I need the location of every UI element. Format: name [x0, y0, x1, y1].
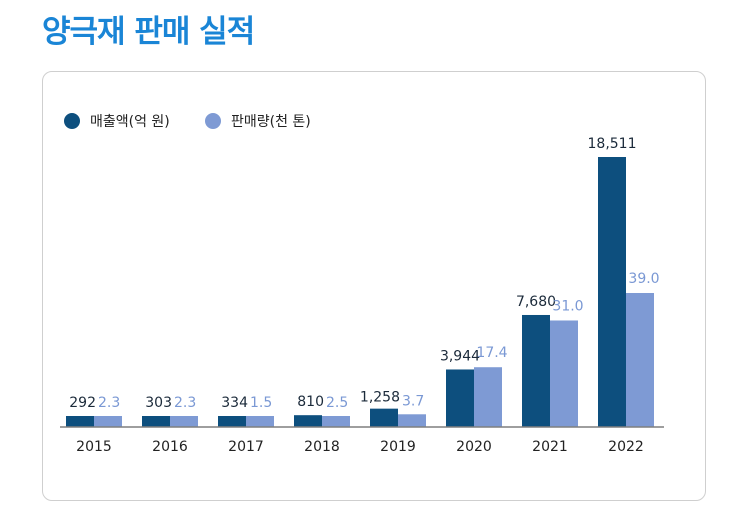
data-labels: 292 2.3 303 2.3 334 1.5 810 2.5 1,258 3.73,94417.…	[69, 136, 659, 411]
x-tick-label-2021: 2021	[532, 439, 568, 455]
data-label-volume-2017: 1.5	[250, 395, 272, 411]
chart-card	[42, 71, 706, 501]
x-tick-label-2019: 2019	[380, 439, 416, 455]
data-label-volume-2021: 31.0	[552, 298, 583, 314]
data-label-volume-2020: 17.4	[476, 345, 507, 361]
data-label-volume-2016: 2.3	[174, 395, 196, 411]
data-label-sales-2018: 810	[297, 394, 324, 410]
x-tick-label-2022: 2022	[608, 439, 644, 455]
legend-label-sales: 매출액(억 원)	[90, 114, 170, 130]
x-tick-label-2018: 2018	[304, 439, 340, 455]
bar-volume-2015	[94, 416, 122, 427]
bar-sales-2019	[370, 408, 398, 427]
data-label-sales-2017: 334	[221, 395, 248, 411]
bar-volume-2022	[626, 293, 654, 427]
bar-volume-2017	[246, 416, 274, 427]
data-label-sales-2020: 3,944	[440, 348, 480, 364]
bar-sales-2017	[218, 416, 246, 427]
data-label-volume-2018: 2.5	[326, 395, 348, 411]
x-tick-label-2017: 2017	[228, 439, 264, 455]
bar-volume-2020	[474, 367, 502, 427]
bar-volume-2019	[398, 414, 426, 427]
data-label-sales-2022: 18,511	[588, 136, 637, 152]
bar-sales-2022	[598, 157, 626, 427]
bar-sales-2018	[294, 415, 322, 427]
x-tick-label-2016: 2016	[152, 439, 188, 455]
bar-volume-2016	[170, 416, 198, 427]
data-label-volume-2019: 3.7	[402, 393, 424, 409]
data-label-volume-2015: 2.3	[98, 395, 120, 411]
bar-sales-2021	[522, 314, 550, 427]
bar-sales-2015	[66, 416, 94, 427]
bar-volume-2021	[550, 320, 578, 427]
bar-sales-2020	[446, 369, 474, 427]
bar-volume-2018	[322, 416, 350, 427]
bar-sales-2016	[142, 416, 170, 427]
data-label-volume-2022: 39.0	[628, 271, 659, 287]
data-label-sales-2016: 303	[145, 395, 172, 411]
legend-marker-volume	[205, 113, 221, 129]
legend: 매출액(억 원) 판매량(천 톤)	[64, 113, 311, 130]
x-axis-ticks: 2015 2016 2017 2018 2019 2020 2021 2022	[76, 439, 644, 455]
x-tick-label-2020: 2020	[456, 439, 492, 455]
data-label-sales-2021: 7,680	[516, 294, 556, 310]
x-tick-label-2015: 2015	[76, 439, 112, 455]
page-title: 양극재 판매 실적	[42, 14, 255, 50]
data-label-sales-2015: 292	[69, 395, 96, 411]
data-label-sales-2019: 1,258	[360, 390, 400, 406]
bars-group	[66, 157, 654, 427]
legend-label-volume: 판매량(천 톤)	[231, 114, 311, 130]
legend-marker-sales	[64, 113, 80, 129]
